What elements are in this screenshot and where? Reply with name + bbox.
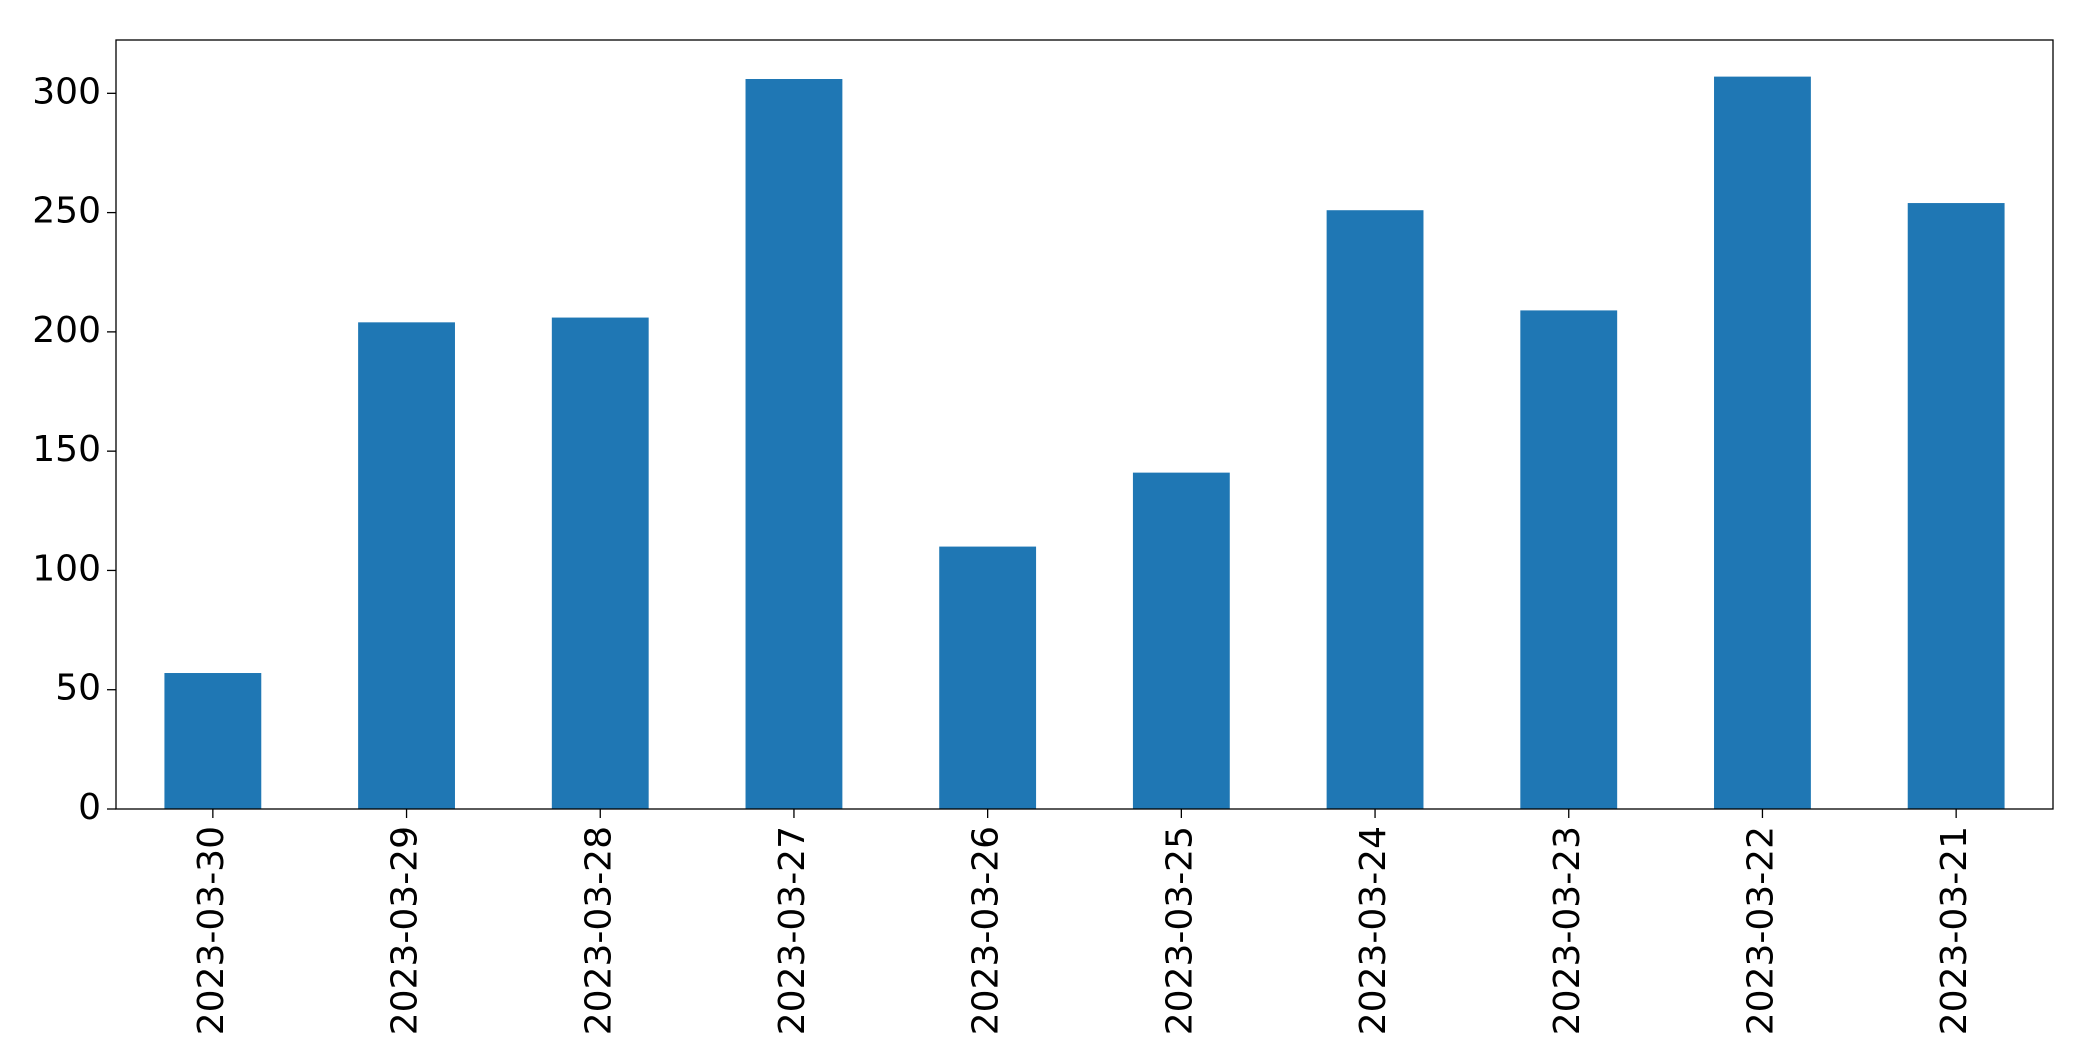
y-tick-label: 50 bbox=[55, 668, 101, 709]
x-tick-label: 2023-03-25 bbox=[1159, 826, 1200, 1035]
y-tick-label: 150 bbox=[32, 429, 101, 470]
bar bbox=[358, 322, 455, 809]
x-tick-label: 2023-03-28 bbox=[578, 826, 619, 1035]
bar bbox=[551, 317, 649, 809]
bar bbox=[1520, 310, 1618, 809]
plot-frame bbox=[115, 39, 2054, 810]
x-tick-label: 2023-03-24 bbox=[1353, 826, 1394, 1035]
x-tick-label: 2023-03-30 bbox=[191, 826, 232, 1035]
x-tick-label: 2023-03-26 bbox=[966, 826, 1007, 1035]
y-tick-label: 100 bbox=[32, 548, 101, 589]
bar bbox=[939, 546, 1037, 809]
bar bbox=[1714, 76, 1811, 810]
x-tick-label: 2023-03-23 bbox=[1547, 826, 1588, 1035]
x-tick-label: 2023-03-29 bbox=[385, 826, 426, 1035]
y-tick-label: 0 bbox=[78, 787, 101, 828]
x-tick-label: 2023-03-27 bbox=[772, 826, 813, 1035]
bar bbox=[1907, 203, 2005, 809]
y-tick-label: 200 bbox=[32, 310, 101, 351]
y-tick-label: 250 bbox=[32, 191, 101, 232]
y-tick-label: 300 bbox=[32, 71, 101, 112]
bar bbox=[1132, 472, 1230, 809]
bar bbox=[1326, 210, 1424, 810]
x-tick-label: 2023-03-21 bbox=[1934, 826, 1975, 1035]
x-tick-label: 2023-03-22 bbox=[1740, 826, 1781, 1035]
bar bbox=[164, 673, 262, 809]
bar bbox=[745, 79, 843, 810]
